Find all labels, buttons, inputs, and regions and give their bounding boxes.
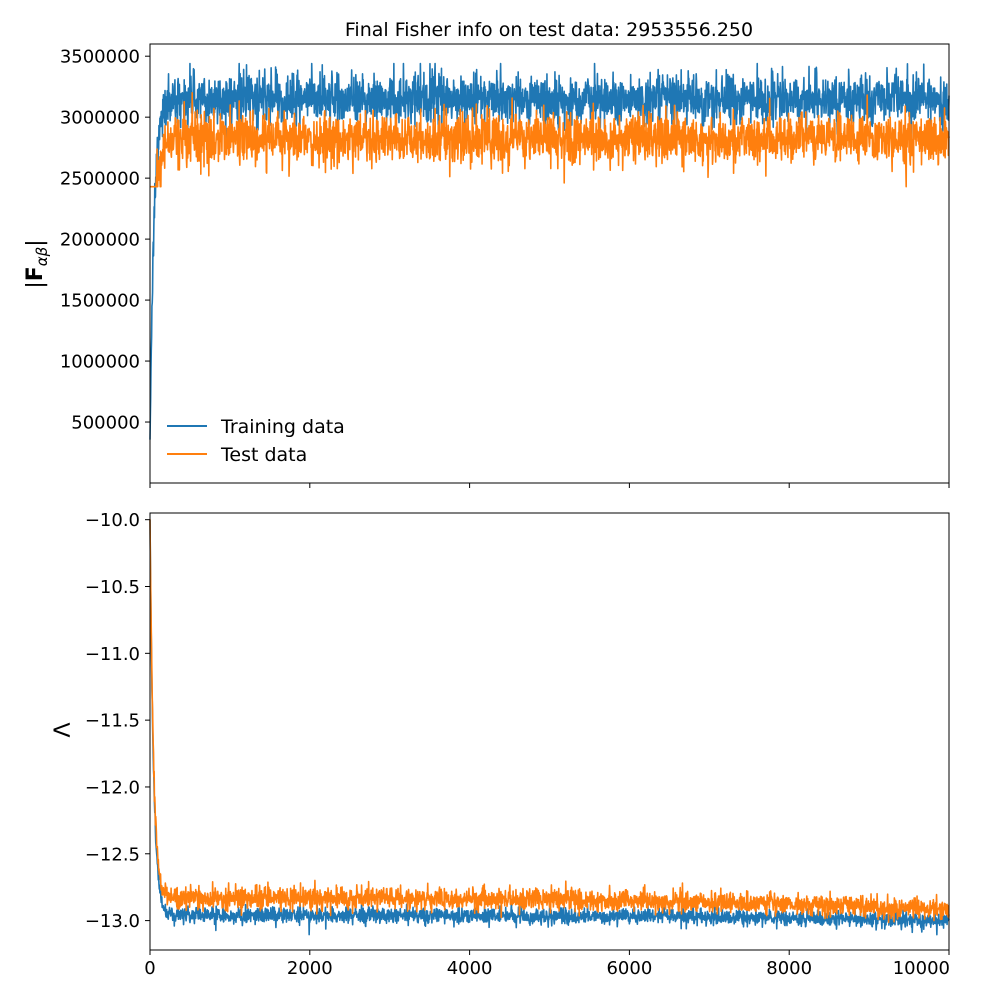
top-y-tick-label: 3000000 [60,108,140,129]
bottom-x-tick-label: 10000 [893,958,950,979]
bottom-y-axis-label: Λ [51,722,76,737]
bottom-y-tick-label: −12.5 [85,844,140,865]
top-y-tick-label: 2500000 [60,169,140,190]
top-panel: 500000 1000000 1500000 2000000 2500000 300000… [23,44,949,488]
top-y-tick-label: 3500000 [60,47,140,68]
bottom-y-tick-label: −13.0 [85,911,140,932]
ylabel-sub: αβ [33,246,51,266]
top-y-ticks: 500000 1000000 1500000 2000000 2500000 300000… [60,47,150,434]
ylabel-bar-right: | [23,239,48,246]
legend-label-test: Test data [220,444,307,466]
bottom-y-tick-label: −10.5 [85,577,140,598]
top-y-tick-label: 500000 [71,413,140,434]
bottom-y-ticks: −10.0 −10.5 −11.0 −11.5 −12.0 −12.5 −13.0 [85,510,150,932]
bottom-series-line-test [150,519,949,922]
top-x-ticks [150,483,949,488]
legend: Training data Test data [167,416,345,466]
ylabel-main: F [23,266,48,281]
bottom-y-tick-label: −11.0 [85,644,140,665]
bottom-axes-frame [150,513,949,950]
bottom-series-group [150,519,949,934]
top-y-tick-label: 1000000 [60,352,140,373]
bottom-x-tick-label: 0 [144,958,155,979]
top-series-group [150,64,949,440]
bottom-x-tick-label: 4000 [447,958,493,979]
bottom-x-ticks: 0 2000 4000 6000 8000 10000 [144,950,950,979]
top-y-axis-label: |Fαβ| [23,239,51,288]
bottom-x-tick-label: 2000 [287,958,333,979]
chart-title: Final Fisher info on test data: 2953556.… [345,19,753,41]
bottom-y-tick-label: −10.0 [85,510,140,531]
bottom-y-tick-label: −12.0 [85,777,140,798]
ylabel-bar-left: | [23,281,48,288]
bottom-x-tick-label: 8000 [766,958,812,979]
top-y-tick-label: 1500000 [60,291,140,312]
bottom-panel: −10.0 −10.5 −11.0 −11.5 −12.0 −12.5 −13.0 0 200… [51,510,950,979]
bottom-series-line-training [150,520,949,935]
bottom-y-tick-label: −11.5 [85,711,140,732]
top-y-tick-label: 2000000 [60,230,140,251]
legend-label-training: Training data [220,416,345,438]
bottom-x-tick-label: 6000 [606,958,652,979]
